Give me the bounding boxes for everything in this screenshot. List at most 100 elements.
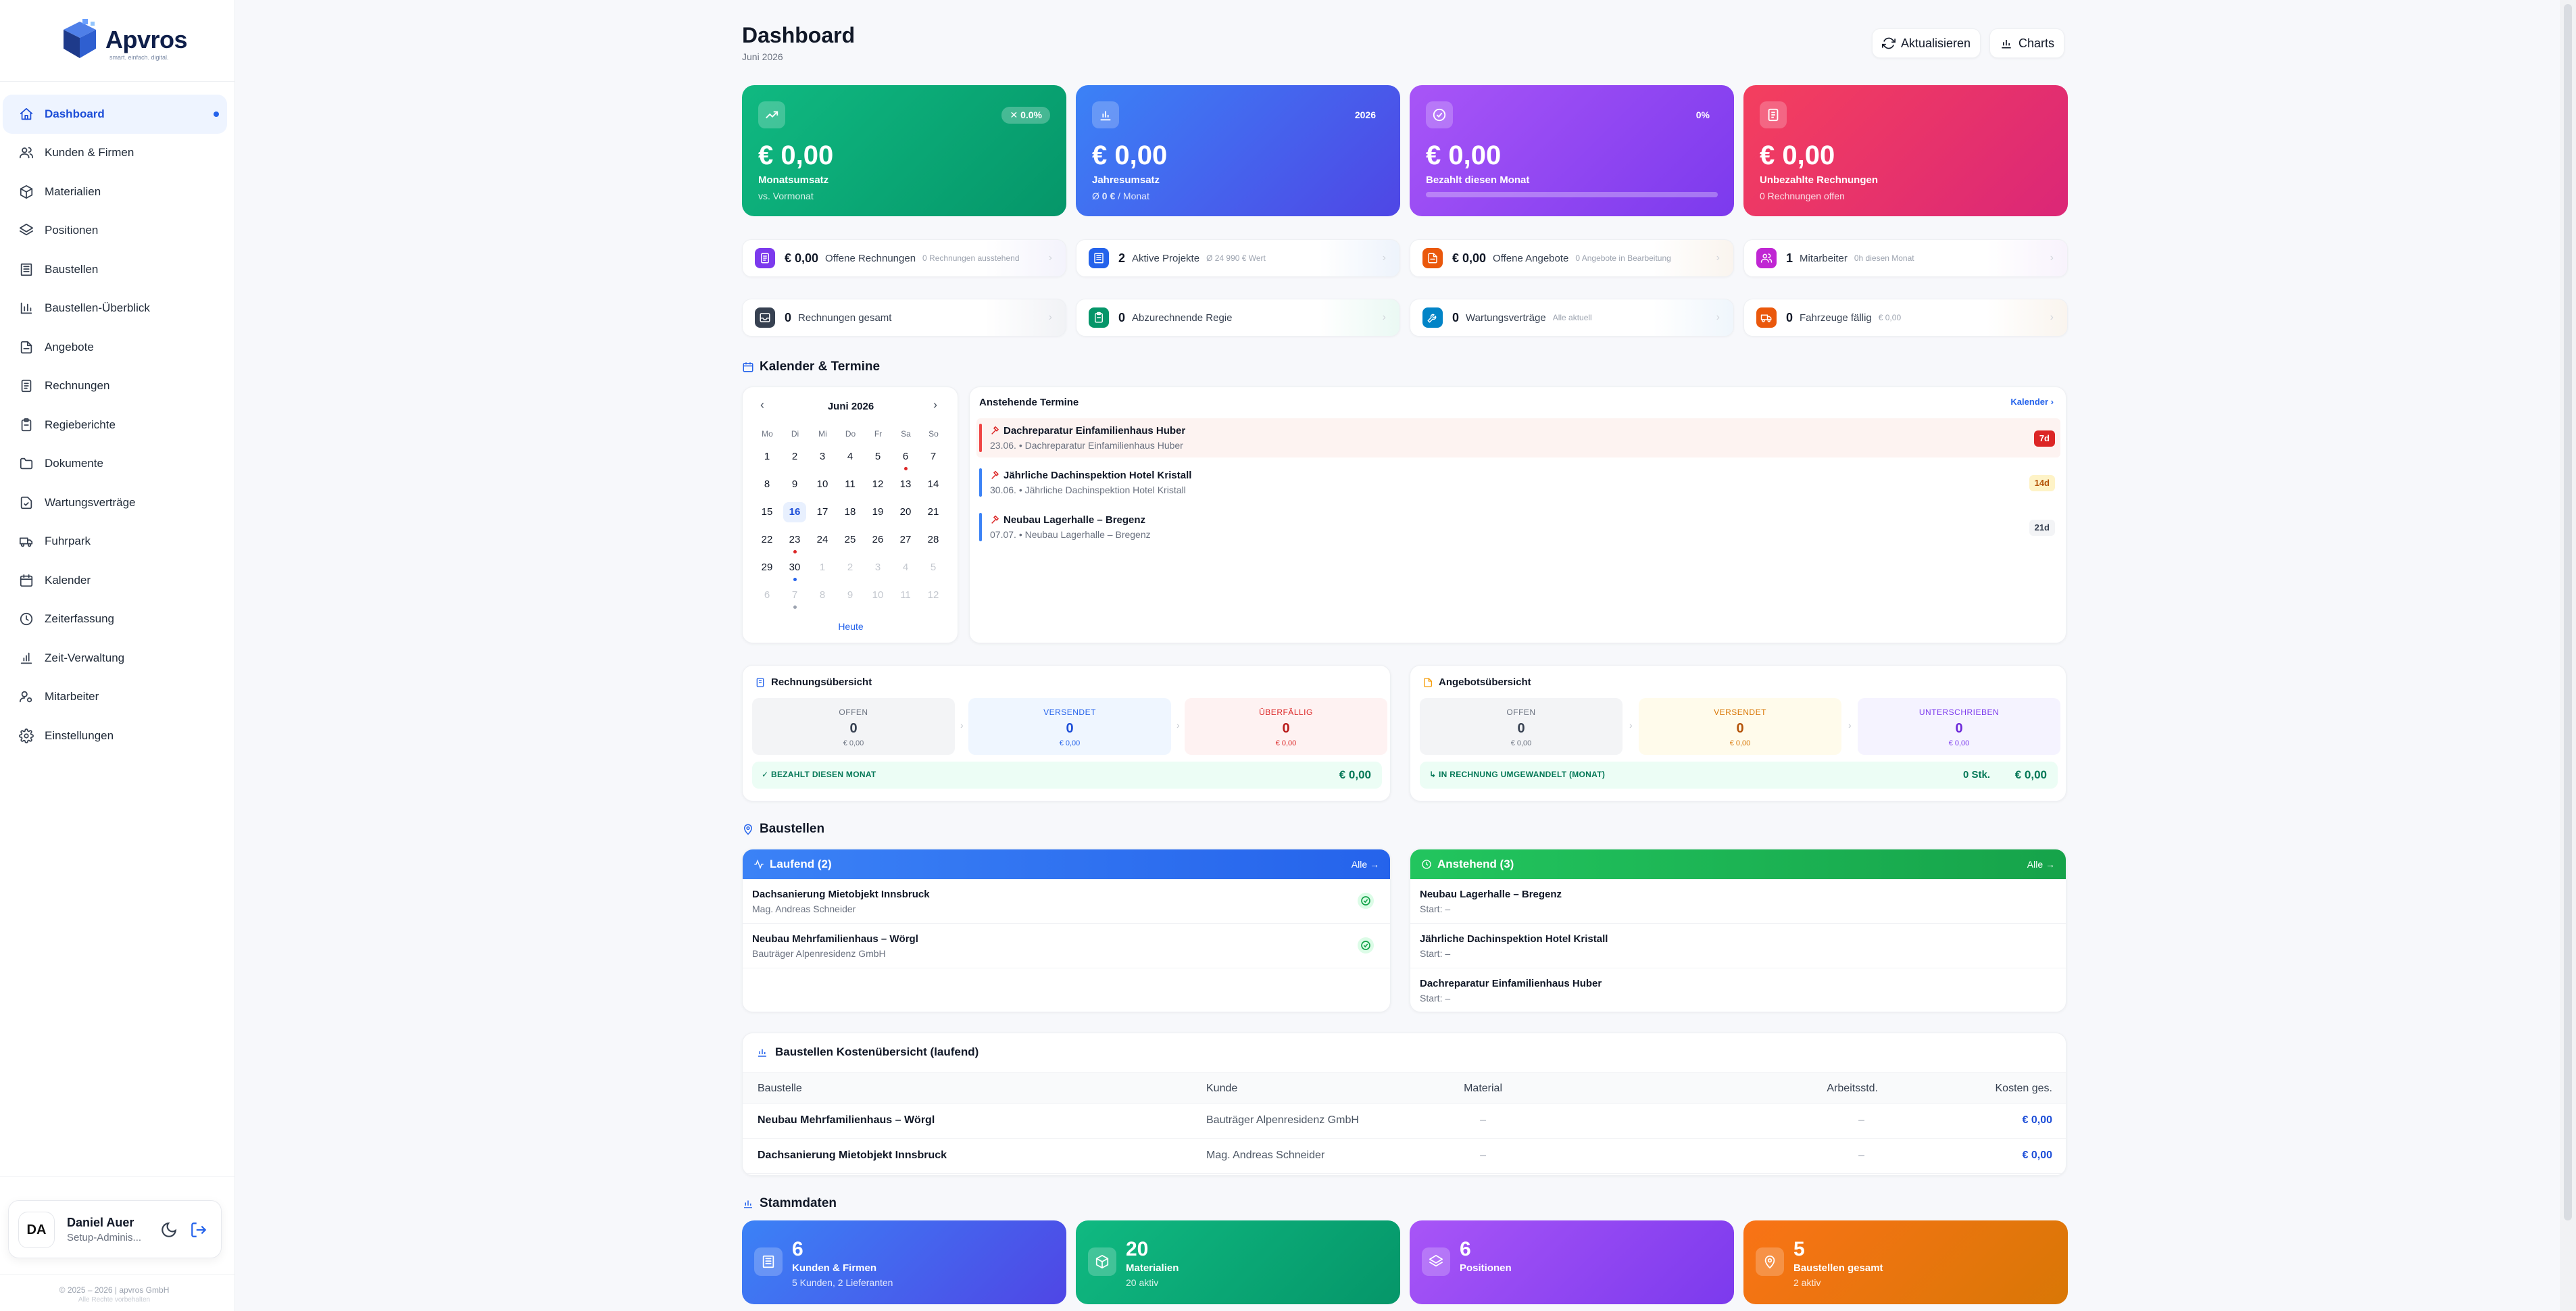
calendar-day[interactable]: 26 <box>872 534 884 545</box>
col-material[interactable]: Material <box>1464 1083 1502 1094</box>
calendar-day[interactable]: 9 <box>791 478 798 490</box>
calendar-day[interactable]: 30 <box>789 562 801 573</box>
calendar-day[interactable]: 4 <box>847 451 853 462</box>
appointment-item[interactable]: Jährliche Dachinspektion Hotel Kristall 3… <box>976 463 2060 502</box>
all-running-link[interactable]: Alle → <box>1351 859 1379 870</box>
col-arbeitsstd[interactable]: Arbeitsstd. <box>1827 1083 1878 1094</box>
calendar-day[interactable]: 1 <box>819 562 826 573</box>
sidebar-item-dashboard[interactable]: Dashboard <box>3 95 227 134</box>
stammdaten-card[interactable]: 5 Baustellen gesamt 2 aktiv <box>1743 1220 2068 1304</box>
page-scrollbar[interactable] <box>2560 0 2576 1311</box>
logout-icon[interactable] <box>190 1221 207 1239</box>
calendar-day[interactable]: 8 <box>819 589 826 601</box>
calendar-day[interactable]: 10 <box>872 589 884 601</box>
calendar-day[interactable]: 29 <box>761 562 773 573</box>
status-box[interactable]: VERSENDET 0 € 0,00 <box>1639 698 1841 755</box>
refresh-button[interactable]: Aktualisieren <box>1872 28 1981 58</box>
site-row[interactable]: Dachsanierung Mietobjekt Innsbruck Mag. A… <box>743 879 1390 924</box>
col-kosten[interactable]: Kosten ges. <box>1995 1083 2053 1094</box>
calendar-day[interactable]: 2 <box>847 562 853 573</box>
sidebar-item-positionen[interactable]: Positionen <box>3 212 227 251</box>
calendar-day[interactable]: 5 <box>930 562 937 573</box>
stat-tile[interactable]: € 0,00 Offene Rechnungen 0 Rechnungen auss… <box>742 239 1066 277</box>
site-row[interactable]: Neubau Lagerhalle – Bregenz Start: – <box>1410 879 2066 924</box>
calendar-day[interactable]: 27 <box>899 534 912 545</box>
today-button[interactable]: Heute <box>838 621 864 632</box>
site-row[interactable]: Jährliche Dachinspektion Hotel Kristall S… <box>1410 924 2066 968</box>
sidebar-item-zeit-verwaltung[interactable]: Zeit-Verwaltung <box>3 639 227 678</box>
calendar-day[interactable]: 12 <box>872 478 884 490</box>
sidebar-item-fuhrpark[interactable]: Fuhrpark <box>3 522 227 562</box>
stat-tile[interactable]: 0 Rechnungen gesamt › <box>742 299 1066 337</box>
calendar-day[interactable]: 3 <box>819 451 826 462</box>
stat-tile[interactable]: 0 Abzurechnende Regie › <box>1076 299 1400 337</box>
status-box[interactable]: ÜBERFÄLLIG 0 € 0,00 <box>1185 698 1387 755</box>
sidebar-item-kunden-firmen[interactable]: Kunden & Firmen <box>3 134 227 173</box>
chevron-left-icon[interactable]: ‹ <box>760 398 764 412</box>
site-row[interactable]: Dachreparatur Einfamilienhaus Huber Start… <box>1410 968 2066 1012</box>
table-row[interactable]: Neubau Mehrfamilienhaus – Wörgl Bauträger… <box>743 1104 2066 1139</box>
sidebar-item-baustellen-überblick[interactable]: Baustellen-Überblick <box>3 289 227 328</box>
appointment-item[interactable]: Dachreparatur Einfamilienhaus Huber 23.06… <box>976 418 2060 457</box>
chevron-right-icon[interactable]: › <box>933 398 937 412</box>
stammdaten-card[interactable]: 6 Positionen <box>1410 1220 1734 1304</box>
app-logo[interactable]: Apvros smart. einfach. digital. <box>59 18 188 65</box>
calendar-day[interactable]: 11 <box>900 589 911 601</box>
calendar-link[interactable]: Kalender › <box>2010 397 2054 407</box>
calendar-day[interactable]: 20 <box>899 506 912 518</box>
calendar-day[interactable]: 4 <box>902 562 909 573</box>
calendar-day[interactable]: 24 <box>816 534 828 545</box>
sidebar-item-zeiterfassung[interactable]: Zeiterfassung <box>3 600 227 639</box>
stat-tile[interactable]: 2 Aktive Projekte Ø 24 990 € Wert › <box>1076 239 1400 277</box>
calendar-day[interactable]: 13 <box>899 478 912 490</box>
sidebar-item-einstellungen[interactable]: Einstellungen <box>3 716 227 756</box>
charts-button[interactable]: Charts <box>1989 28 2065 58</box>
calendar-day[interactable]: 11 <box>845 478 856 490</box>
scrollbar-thumb[interactable] <box>2564 4 2572 1220</box>
stat-tile[interactable]: 1 Mitarbeiter 0h diesen Monat › <box>1743 239 2068 277</box>
sidebar-item-baustellen[interactable]: Baustellen <box>3 250 227 289</box>
calendar-day[interactable]: 17 <box>816 506 828 518</box>
sidebar-item-rechnungen[interactable]: Rechnungen <box>3 367 227 406</box>
calendar-day[interactable]: 28 <box>927 534 939 545</box>
sidebar-item-mitarbeiter[interactable]: Mitarbeiter <box>3 678 227 717</box>
sidebar-item-dokumente[interactable]: Dokumente <box>3 445 227 484</box>
calendar-day[interactable]: 10 <box>816 478 828 490</box>
status-box[interactable]: OFFEN 0 € 0,00 <box>1420 698 1623 755</box>
kpi-paid-this-month[interactable]: 0% € 0,00 Bezahlt diesen Monat <box>1410 85 1734 216</box>
col-kunde[interactable]: Kunde <box>1206 1083 1238 1094</box>
avatar[interactable]: DA <box>18 1212 55 1248</box>
calendar-day[interactable]: 19 <box>872 506 884 518</box>
calendar-day[interactable]: 5 <box>874 451 881 462</box>
status-box[interactable]: OFFEN 0 € 0,00 <box>752 698 955 755</box>
calendar-day[interactable]: 2 <box>791 451 798 462</box>
kpi-monthly-revenue[interactable]: ✕ 0.0% € 0,00 Monatsumsatz vs. Vormonat <box>742 85 1066 216</box>
appointment-item[interactable]: Neubau Lagerhalle – Bregenz 07.07. • Neub… <box>976 508 2060 547</box>
calendar-day[interactable]: 14 <box>927 478 939 490</box>
calendar-day[interactable]: 21 <box>927 506 939 518</box>
status-box[interactable]: VERSENDET 0 € 0,00 <box>968 698 1171 755</box>
sidebar-item-kalender[interactable]: Kalender <box>3 561 227 600</box>
calendar-day[interactable]: 16 <box>783 502 806 522</box>
stammdaten-card[interactable]: 20 Materialien 20 aktiv <box>1076 1220 1400 1304</box>
sidebar-item-materialien[interactable]: Materialien <box>3 172 227 212</box>
stat-tile[interactable]: 0 Wartungsverträge Alle aktuell › <box>1410 299 1734 337</box>
col-baustelle[interactable]: Baustelle <box>758 1083 802 1094</box>
calendar-day[interactable]: 7 <box>930 451 937 462</box>
kpi-yearly-revenue[interactable]: 2026 € 0,00 Jahresumsatz Ø 0 € / Monat <box>1076 85 1400 216</box>
calendar-day[interactable]: 6 <box>764 589 770 601</box>
calendar-day[interactable]: 12 <box>927 589 939 601</box>
moon-icon[interactable] <box>160 1221 178 1239</box>
calendar-day[interactable]: 8 <box>764 478 770 490</box>
calendar-day[interactable]: 22 <box>761 534 773 545</box>
calendar-day[interactable]: 1 <box>764 451 770 462</box>
table-row[interactable]: Dachsanierung Mietobjekt Innsbruck Mag. A… <box>743 1139 2066 1174</box>
calendar-day[interactable]: 6 <box>902 451 909 462</box>
calendar-day[interactable]: 7 <box>791 589 798 601</box>
calendar-day[interactable]: 9 <box>847 589 853 601</box>
calendar-day[interactable]: 3 <box>874 562 881 573</box>
sidebar-item-wartungsverträge[interactable]: Wartungsverträge <box>3 483 227 522</box>
all-upcoming-link[interactable]: Alle → <box>2027 859 2055 870</box>
stat-tile[interactable]: € 0,00 Offene Angebote 0 Angebote in Bearb… <box>1410 239 1734 277</box>
sidebar-item-regieberichte[interactable]: Regieberichte <box>3 405 227 445</box>
